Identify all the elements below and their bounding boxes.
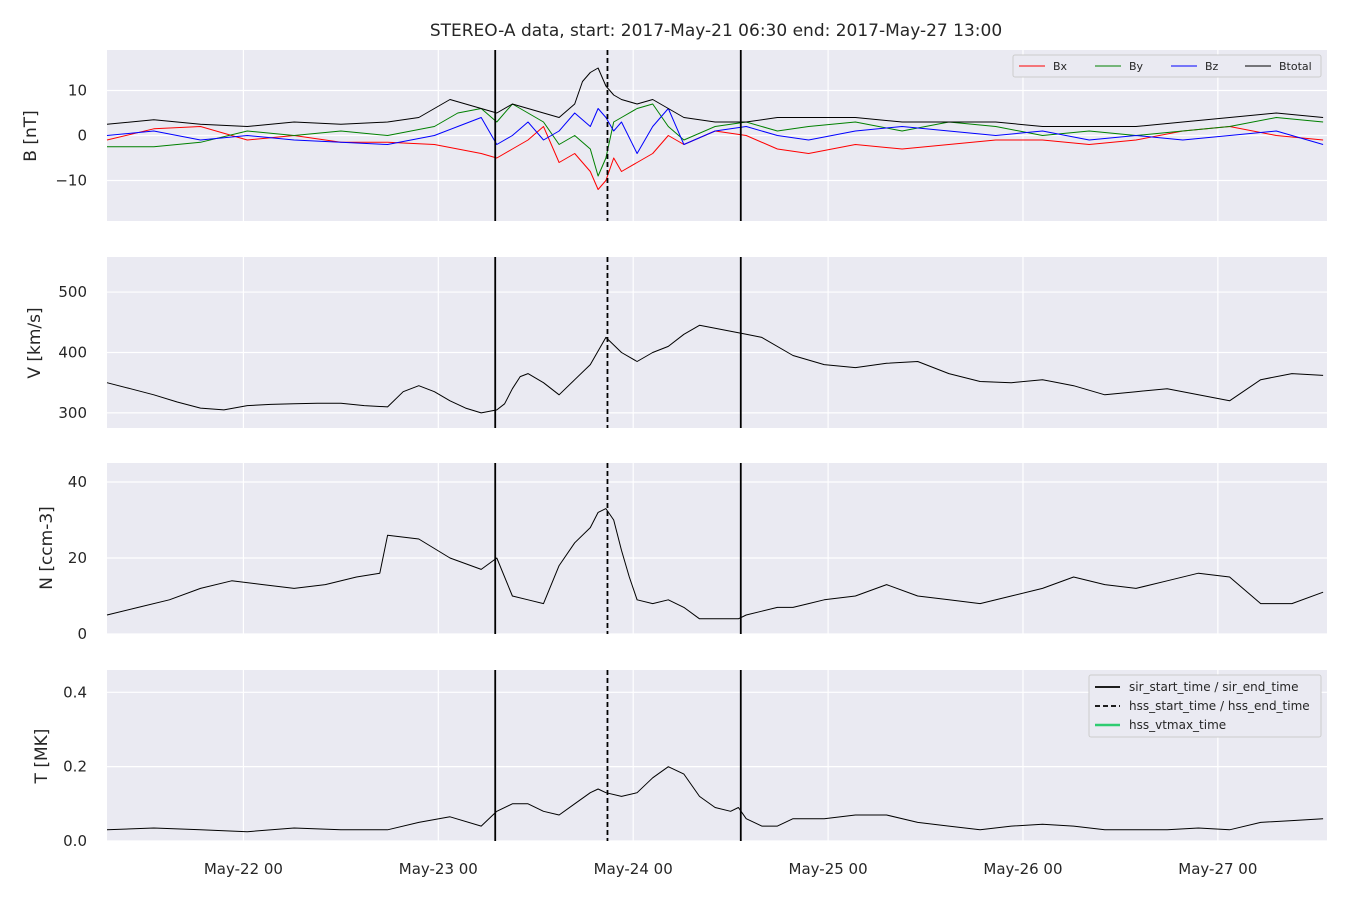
- n-y-tick-label: 40: [68, 473, 87, 491]
- x-tick-label: May-23 00: [399, 860, 478, 878]
- chart-title: STEREO-A data, start: 2017-May-21 06:30 …: [430, 21, 1002, 41]
- vtmax-legend-label: hss_vtmax_time: [1129, 718, 1226, 732]
- b-y-tick-label: 10: [68, 82, 87, 100]
- n-y-tick-label: 0: [77, 625, 87, 643]
- t-y-tick-label: 0.4: [63, 683, 87, 701]
- b-field-panel: −10 0 10 B [nT]: [21, 50, 1327, 221]
- x-tick-label: May-25 00: [789, 860, 868, 878]
- v-plot-area: [107, 257, 1327, 428]
- bz-series-line: [106, 108, 1324, 154]
- n-plot-area: [107, 463, 1327, 634]
- v-y-tick-label: 500: [58, 283, 87, 301]
- btotal-series-line: [106, 67, 1324, 127]
- b-y-axis-label: B [nT]: [21, 110, 41, 162]
- b-legend-frame: [1012, 54, 1322, 78]
- x-tick-label: May-26 00: [983, 860, 1062, 878]
- btotal-legend-label: Btotal: [1279, 60, 1312, 73]
- event-legend-frame: [1088, 674, 1322, 738]
- n-y-axis-label: N [ccm-3]: [37, 506, 57, 590]
- t-y-tick-label: 0.0: [63, 832, 87, 850]
- b-field-legend: Bx By Bz Btotal: [1012, 54, 1322, 78]
- event-legend: sir_start_time / sir_end_time hss_start_…: [1088, 674, 1322, 738]
- bx-legend-label: Bx: [1053, 60, 1068, 73]
- v-series-line: [106, 324, 1324, 414]
- x-tick-label: May-24 00: [594, 860, 673, 878]
- hss-legend-label: hss_start_time / hss_end_time: [1129, 699, 1310, 713]
- v-y-axis-label: V [km/s]: [25, 307, 45, 378]
- velocity-panel: 300 400 500 V [km/s]: [25, 257, 1327, 428]
- b-y-tick-label: 0: [77, 127, 87, 145]
- v-y-tick-label: 400: [58, 343, 87, 361]
- b-y-tick-label: −10: [55, 172, 87, 190]
- density-panel: 0 20 40 N [ccm-3]: [37, 463, 1327, 643]
- t-y-tick-label: 0.2: [63, 758, 87, 776]
- t-series-line: [106, 766, 1324, 833]
- t-y-axis-label: T [MK]: [32, 729, 52, 785]
- bx-series-line: [106, 126, 1324, 190]
- v-y-tick-label: 300: [58, 404, 87, 422]
- by-series-line: [107, 103, 1324, 177]
- n-series-line: [106, 508, 1324, 620]
- x-tick-label: May-27 00: [1178, 860, 1257, 878]
- bz-legend-label: Bz: [1205, 60, 1219, 73]
- by-legend-label: By: [1129, 60, 1144, 73]
- n-y-tick-label: 20: [68, 549, 87, 567]
- sir-legend-label: sir_start_time / sir_end_time: [1129, 680, 1299, 694]
- x-tick-label: May-22 00: [204, 860, 283, 878]
